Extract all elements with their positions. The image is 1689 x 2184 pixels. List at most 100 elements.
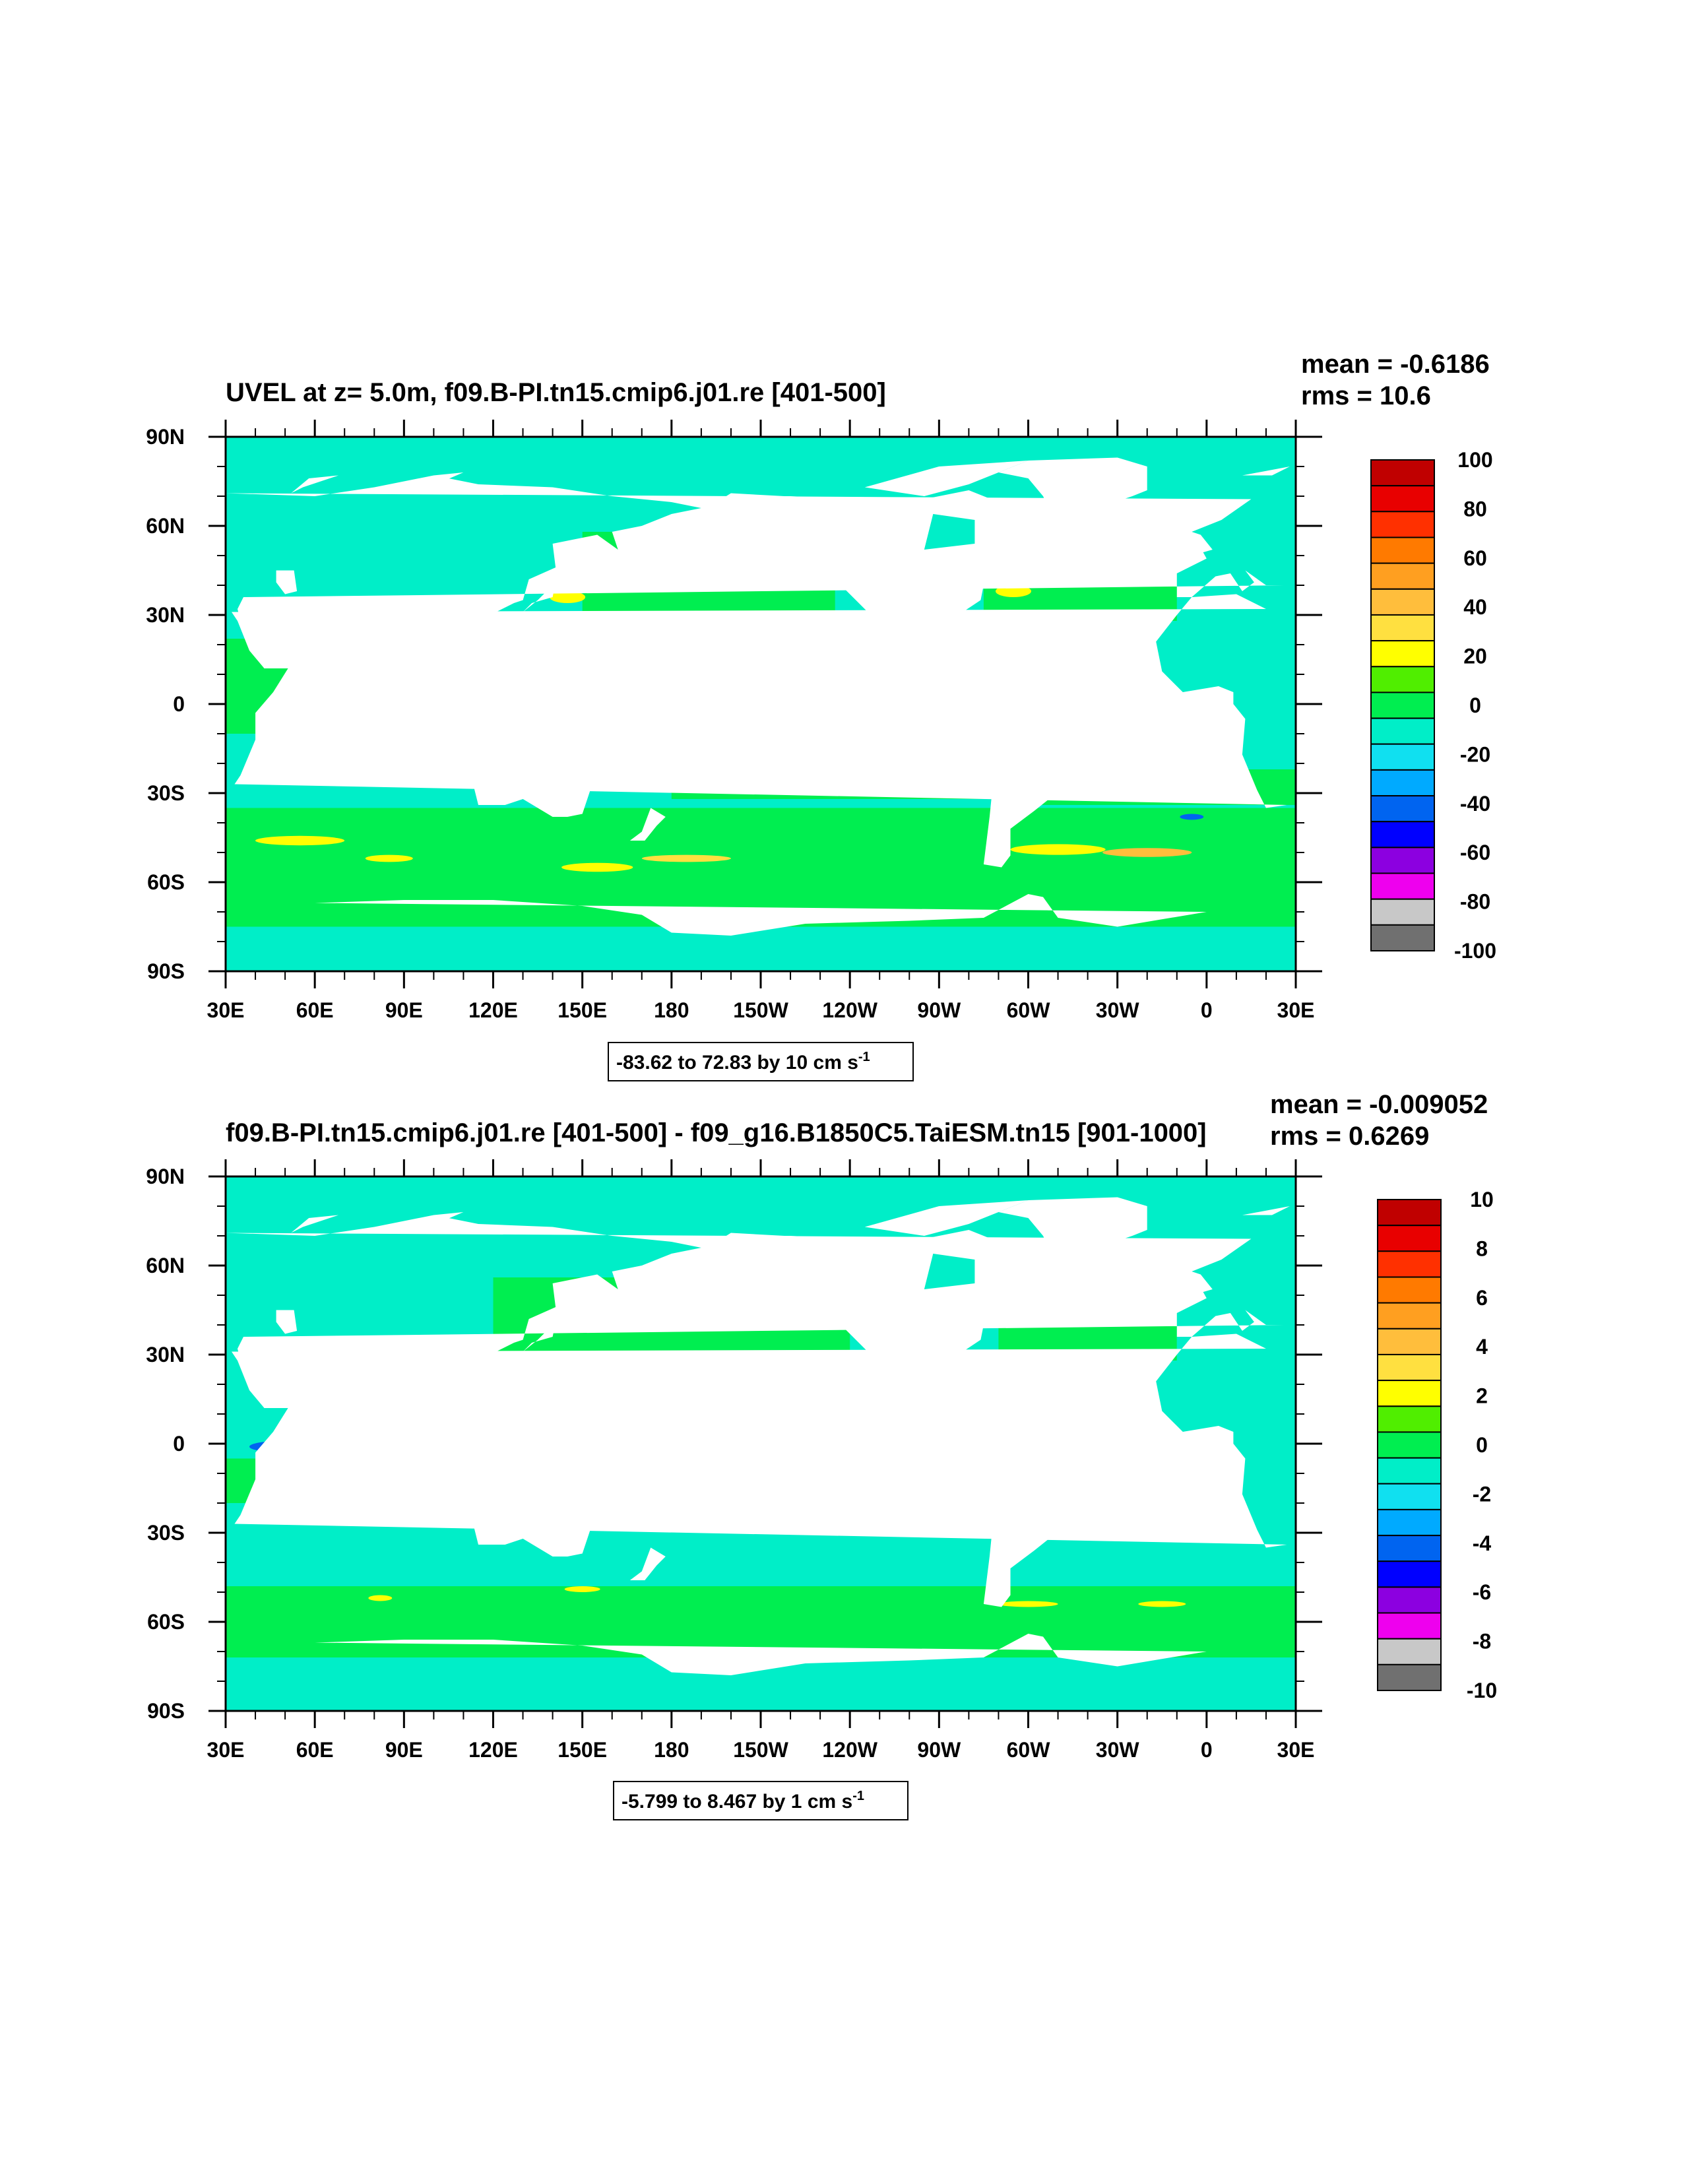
- land-newzealand: [629, 1547, 666, 1580]
- x-tick-label: 30E: [207, 1738, 245, 1762]
- land-arcticIslands: [864, 1200, 1029, 1236]
- x-tick-label: 90W: [917, 1738, 961, 1762]
- land-sumatra: [418, 1429, 452, 1461]
- range-box: [608, 1042, 914, 1081]
- x-tick-label: 150E: [558, 1738, 607, 1762]
- colorbar-swatch: [1377, 1328, 1442, 1356]
- y-tick-label: 30S: [147, 781, 185, 805]
- y-tick-label: 30S: [147, 1521, 185, 1545]
- colorbar-label: -40: [1460, 792, 1490, 816]
- acc-dipole-3: [998, 1601, 1058, 1607]
- x-tick-label: 60E: [296, 998, 334, 1022]
- colorbar-swatch: [1377, 1483, 1442, 1510]
- chart-title: f09.B-PI.tn15.cmip6.j01.re [401-500] - f…: [226, 1118, 1207, 1147]
- colorbar-label: -10: [1467, 1679, 1497, 1702]
- colorbar-swatch: [1377, 1353, 1442, 1382]
- land-sriLanka: [1444, 1414, 1450, 1426]
- y-tick-label: 90N: [146, 1165, 185, 1188]
- acc-dipole-1: [368, 1595, 393, 1601]
- land-sumatra: [1489, 1429, 1522, 1462]
- panel-bottom: 30E 60E 90E 120E 150E 180 150W 120W 90W 60W 30W 0 30…: [0, 1090, 1661, 1820]
- bay-hudsonSea: [924, 1254, 975, 1289]
- y-tick-label: 90N: [146, 425, 185, 449]
- land-indochina: [1495, 1378, 1531, 1441]
- colorbar-swatch: [1370, 898, 1435, 926]
- range-text-sup: -1: [858, 1050, 870, 1064]
- southern-ocean-acc: [226, 808, 1296, 927]
- colorbar-swatch: [1370, 562, 1435, 590]
- y-tick-label: 0: [173, 692, 185, 716]
- land-samerica: [0, 668, 32, 868]
- colorbar-swatch: [1370, 485, 1435, 513]
- land-uk: [121, 1271, 143, 1295]
- colorbar-label: -8: [1473, 1630, 1491, 1654]
- land-newguinea: [526, 1446, 583, 1473]
- land-novaya: [291, 1215, 339, 1233]
- acc-jet-3: [561, 862, 633, 872]
- colorbar-swatch: [1377, 1586, 1442, 1614]
- colorbar-swatch: [1377, 1508, 1442, 1537]
- range-text-main: -83.62 to 72.83 by 10 cm s: [616, 1052, 858, 1074]
- acc-jet-4: [641, 854, 731, 862]
- colorbar-swatch: [1370, 536, 1435, 564]
- y-tick-label: 60N: [146, 514, 185, 538]
- colorbar-swatch: [1370, 717, 1435, 745]
- x-tick-label: 60W: [1007, 998, 1051, 1022]
- land-japan: [1593, 1310, 1638, 1352]
- land-philippines: [493, 651, 511, 684]
- colorbar-swatch: [1370, 821, 1435, 849]
- range-text-main: -5.799 to 8.467 by 1 cm s: [621, 1791, 852, 1813]
- colorbar-label: 2: [1476, 1384, 1488, 1408]
- land-sriLanka: [374, 674, 381, 686]
- land-eurasia: [0, 1215, 214, 1441]
- land-sriLanka: [374, 1414, 381, 1426]
- stat-label: rms = 10.6: [1301, 381, 1431, 410]
- x-tick-label: 180: [654, 1738, 689, 1762]
- land-samerica: [965, 1408, 1103, 1607]
- colorbar-label: 0: [1469, 693, 1481, 717]
- colorbar-swatch: [1377, 1250, 1442, 1278]
- land-philippines: [493, 1390, 511, 1423]
- colorbar-label: -2: [1473, 1482, 1491, 1506]
- colorbar-swatch: [1377, 1431, 1442, 1459]
- x-axis: 30E 60E 90E 120E 150E 180 150W 120W 90W 60W 30W 0 30…: [207, 1159, 1314, 1762]
- colorbar-swatch: [1370, 666, 1435, 693]
- x-tick-label: 0: [1201, 998, 1213, 1022]
- x-tick-label: 120W: [822, 998, 877, 1022]
- stat-label: mean = -0.6186: [1301, 350, 1490, 379]
- land-australia: [1543, 1477, 1661, 1557]
- y-tick-label: 0: [173, 1432, 185, 1456]
- land-newzealand: [629, 808, 666, 841]
- colorbar-swatch: [1370, 459, 1435, 487]
- colorbar-swatch: [1377, 1276, 1442, 1304]
- colorbar-label: 0: [1476, 1433, 1488, 1457]
- colorbar-swatch: [1377, 1199, 1442, 1227]
- colorbar-label: 60: [1463, 546, 1487, 570]
- colorbar-swatch: [1370, 588, 1435, 616]
- x-tick-label: 150W: [733, 1738, 788, 1762]
- land-arabia: [1314, 1349, 1382, 1405]
- acc-jet-indian: [255, 835, 345, 846]
- land-antarctica: [315, 894, 1207, 971]
- y-tick-label: 30N: [146, 1343, 185, 1366]
- colorbar-label: -6: [1473, 1580, 1491, 1604]
- land-madagascar: [1337, 740, 1355, 779]
- colorbar: 100 80 60 40 20 0 -20 -40 -60 -80 -100: [1370, 448, 1496, 963]
- colorbar-swatch: [1370, 640, 1435, 668]
- land-svalbard: [172, 1206, 220, 1215]
- colorbar-label: -4: [1473, 1531, 1492, 1555]
- land-alaska: [707, 1233, 784, 1275]
- colorbar-swatch: [1377, 1405, 1442, 1433]
- x-tick-label: 60W: [1007, 1738, 1051, 1762]
- y-axis: 90N 60N 30N 0 30S 60S 90S: [146, 425, 1322, 983]
- colorbar-label: 4: [1476, 1335, 1488, 1359]
- range-box: [613, 1781, 908, 1820]
- land-japan: [1593, 571, 1638, 612]
- colorbar-swatch: [1370, 769, 1435, 797]
- land-antarctica: [0, 894, 137, 971]
- colorbar-swatch: [1377, 1302, 1442, 1330]
- colorbar-label: 80: [1463, 497, 1487, 521]
- x-tick-label: 90W: [917, 998, 961, 1022]
- land-arabia: [243, 609, 312, 666]
- x-tick-label: 90E: [385, 1738, 423, 1762]
